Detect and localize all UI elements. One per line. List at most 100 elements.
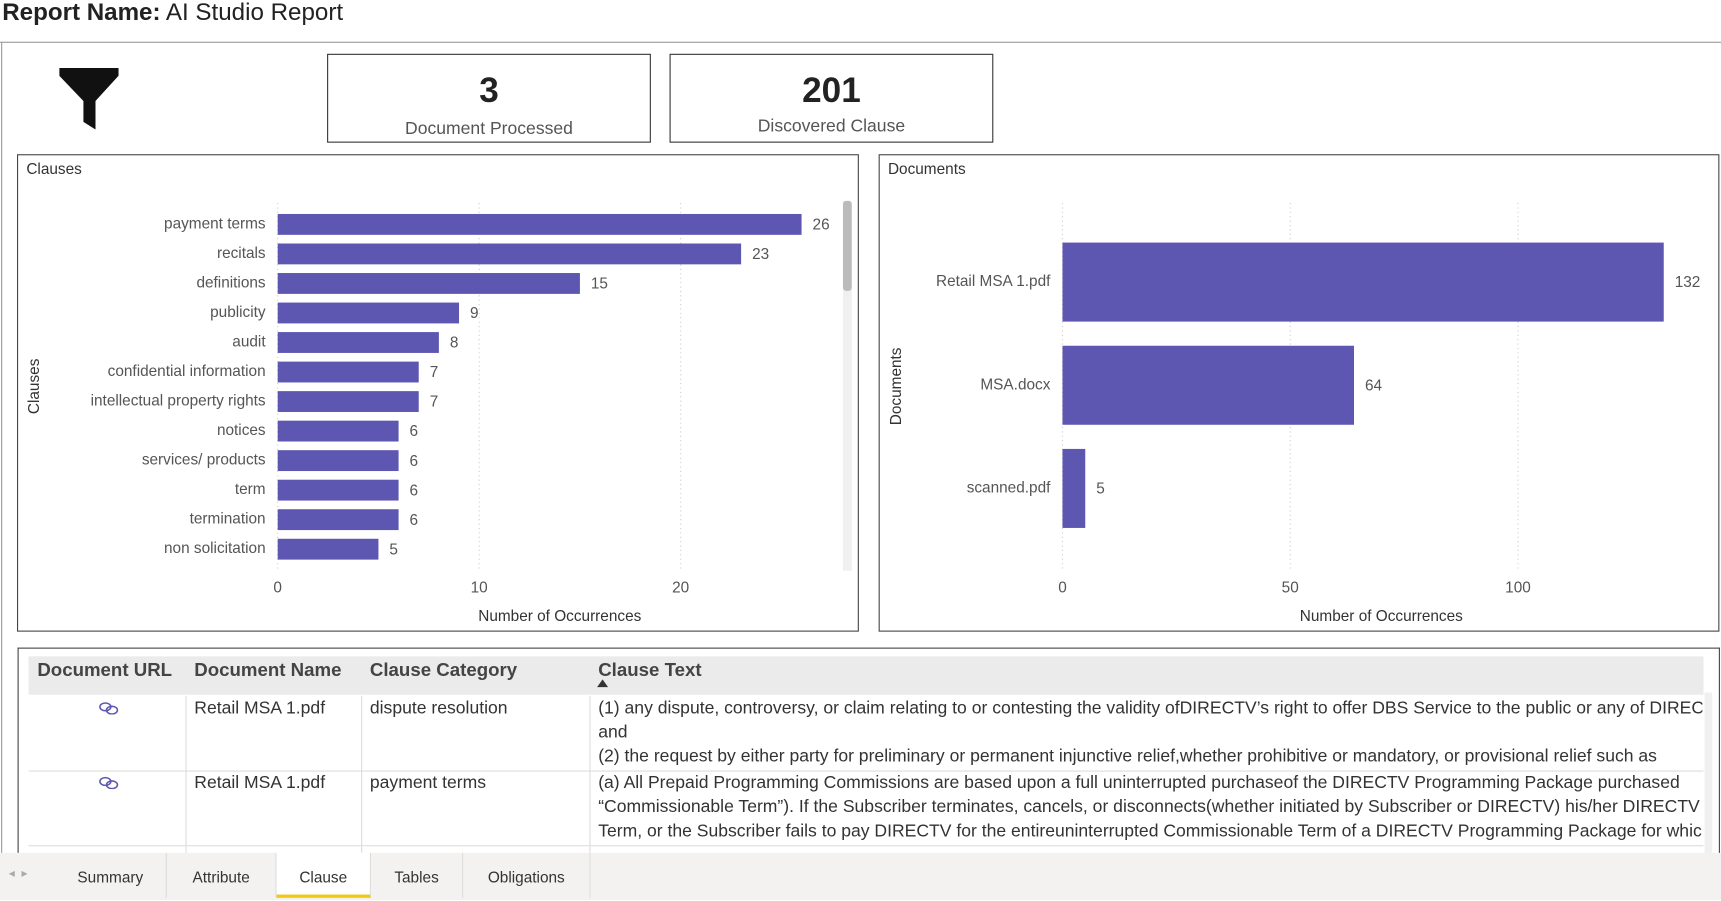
bar bbox=[277, 213, 802, 235]
y-tick-label: notices bbox=[217, 422, 266, 439]
bar bbox=[277, 391, 419, 412]
y-tick-label: confidential information bbox=[108, 363, 266, 380]
data-label: 6 bbox=[410, 453, 419, 470]
clause-text-line: “Commissionable Term”). If the Subscribe… bbox=[598, 797, 1700, 817]
data-label: 6 bbox=[410, 482, 419, 499]
x-axis-label: Number of Occurrences bbox=[1300, 608, 1463, 625]
scrollbar-thumb[interactable] bbox=[842, 200, 852, 291]
clause-text-line: Term, or the Subscriber fails to pay DIR… bbox=[598, 822, 1703, 841]
table-header-bg bbox=[28, 656, 1704, 695]
y-tick-label: MSA.docx bbox=[980, 376, 1050, 393]
link-icon[interactable] bbox=[99, 701, 119, 715]
bar bbox=[277, 479, 399, 501]
link-ring bbox=[105, 780, 119, 790]
y-axis-label: Documents bbox=[888, 347, 905, 425]
kpi-label: Document Processed bbox=[405, 119, 573, 139]
document-name: Retail MSA 1.pdf bbox=[194, 699, 326, 718]
x-tick-label: 20 bbox=[672, 579, 689, 596]
clause-text-line: (1) any dispute, controversy, or claim r… bbox=[598, 699, 1703, 718]
tab[interactable]: Tables bbox=[371, 852, 464, 898]
tab-scroll-arrows[interactable]: ◂ ▸ bbox=[8, 867, 28, 881]
y-tick-label: publicity bbox=[210, 304, 266, 321]
y-tick-label: services/ products bbox=[142, 452, 266, 469]
data-label: 5 bbox=[389, 541, 398, 558]
data-label: 7 bbox=[430, 394, 439, 411]
clause-text-line: and bbox=[598, 723, 628, 742]
link-icon[interactable] bbox=[99, 776, 119, 790]
table-scrollbar bbox=[1704, 692, 1713, 858]
tab-bar: ◂ ▸ Summary Attribute Clause Tables Obligati… bbox=[0, 852, 1721, 901]
charts: Clauses 0 10 20 payment terms 26 recitals 23 def… bbox=[17, 154, 1720, 632]
scrollbar-track bbox=[842, 200, 852, 571]
data-label: 64 bbox=[1365, 377, 1383, 394]
data-label: 7 bbox=[430, 364, 439, 381]
report-header: Report Name: AI Studio Report bbox=[2, 0, 343, 26]
y-tick-label: intellectual property rights bbox=[91, 393, 266, 410]
report-name: AI Studio Report bbox=[165, 0, 344, 26]
column-header: Document URL bbox=[37, 659, 173, 681]
data-label: 132 bbox=[1675, 274, 1701, 291]
data-label: 15 bbox=[591, 276, 608, 293]
bar bbox=[1062, 448, 1086, 528]
frame-edge bbox=[1, 42, 3, 856]
y-tick-label: recitals bbox=[217, 245, 266, 262]
y-tick-label: payment terms bbox=[164, 215, 266, 232]
bar bbox=[277, 302, 460, 324]
kpi-value: 3 bbox=[479, 70, 499, 110]
data-label: 6 bbox=[410, 512, 419, 529]
clause-text-line: (2) the request by either party for prel… bbox=[598, 747, 1657, 767]
y-tick-label: non solicitation bbox=[164, 540, 266, 557]
kpi-card: 3 Document Processed bbox=[327, 53, 651, 143]
tab[interactable]: Clause bbox=[276, 852, 371, 898]
x-tick-label: 0 bbox=[273, 579, 282, 596]
report-label: Report Name: bbox=[2, 0, 161, 26]
data-label: 9 bbox=[470, 305, 479, 322]
x-tick-label: 10 bbox=[471, 579, 488, 596]
x-axis-label: Number of Occurrences bbox=[478, 608, 641, 625]
y-tick-label: definitions bbox=[196, 275, 265, 292]
bar bbox=[1062, 242, 1664, 322]
tab[interactable]: Attribute bbox=[167, 852, 277, 898]
chart-title: Documents bbox=[888, 161, 966, 178]
data-label: 8 bbox=[450, 335, 459, 352]
bar bbox=[277, 273, 580, 294]
tab[interactable]: Summary bbox=[55, 852, 167, 898]
column-header: Clause Text bbox=[598, 659, 702, 681]
clause-category: payment terms bbox=[369, 773, 487, 793]
column-divider bbox=[185, 695, 187, 869]
column-header: Clause Category bbox=[369, 659, 518, 681]
y-tick-label: scanned.pdf bbox=[967, 479, 1051, 496]
bar bbox=[277, 361, 419, 383]
bar bbox=[277, 538, 379, 560]
clause-text-line: (a) All Prepaid Programming Commissions … bbox=[598, 773, 1680, 793]
data-label: 5 bbox=[1096, 481, 1105, 498]
link-ring bbox=[105, 705, 119, 715]
tab[interactable]: Obligations bbox=[463, 852, 591, 898]
data-label: 23 bbox=[752, 246, 769, 263]
funnel bbox=[59, 68, 119, 130]
y-tick-label: Retail MSA 1.pdf bbox=[936, 273, 1051, 290]
document-name: Retail MSA 1.pdf bbox=[194, 773, 326, 793]
chart-title: Clauses bbox=[26, 161, 82, 178]
bar bbox=[277, 509, 399, 531]
x-tick-label: 100 bbox=[1505, 579, 1531, 596]
bar bbox=[277, 420, 399, 442]
y-tick-label: audit bbox=[232, 334, 266, 351]
data-label: 6 bbox=[410, 423, 419, 440]
table-panel: Document URL Document Name Clause Category… bbox=[17, 647, 1720, 869]
header-rule bbox=[0, 41, 1721, 43]
y-tick-label: termination bbox=[190, 511, 266, 528]
x-tick-label: 50 bbox=[1282, 579, 1299, 596]
y-tick-label: term bbox=[235, 481, 266, 498]
kpi-card: 201 Discovered Clause bbox=[669, 53, 994, 143]
bar bbox=[277, 332, 439, 353]
clause-category: dispute resolution bbox=[369, 699, 508, 718]
x-tick-label: 0 bbox=[1058, 579, 1067, 596]
kpi-label: Discovered Clause bbox=[757, 117, 906, 137]
filter-icon[interactable] bbox=[59, 68, 120, 130]
kpi-value: 201 bbox=[802, 70, 861, 110]
bar bbox=[277, 243, 742, 265]
column-divider bbox=[589, 695, 591, 869]
